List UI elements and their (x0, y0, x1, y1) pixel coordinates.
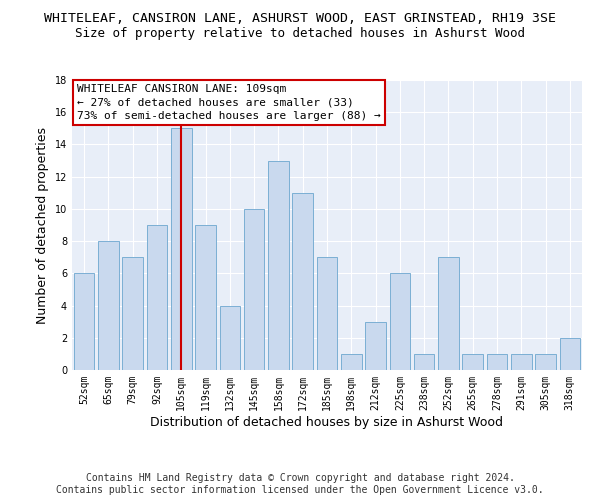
Bar (511, 354, 532, 370)
X-axis label: Distribution of detached houses by size in Ashurst Wood: Distribution of detached houses by size … (151, 416, 503, 428)
Bar (244, 209, 265, 370)
Bar (122, 257, 143, 370)
Bar (98, 241, 119, 370)
Bar (195, 225, 216, 370)
Bar (292, 193, 313, 370)
Text: Size of property relative to detached houses in Ashurst Wood: Size of property relative to detached ho… (75, 28, 525, 40)
Bar (389, 274, 410, 370)
Bar (317, 257, 337, 370)
Bar (535, 354, 556, 370)
Text: WHITELEAF CANSIRON LANE: 109sqm
← 27% of detached houses are smaller (33)
73% of: WHITELEAF CANSIRON LANE: 109sqm ← 27% of… (77, 84, 381, 120)
Bar (560, 338, 580, 370)
Bar (341, 354, 362, 370)
Bar (414, 354, 434, 370)
Bar (487, 354, 508, 370)
Y-axis label: Number of detached properties: Number of detached properties (36, 126, 49, 324)
Bar (268, 160, 289, 370)
Text: WHITELEAF, CANSIRON LANE, ASHURST WOOD, EAST GRINSTEAD, RH19 3SE: WHITELEAF, CANSIRON LANE, ASHURST WOOD, … (44, 12, 556, 26)
Bar (438, 257, 459, 370)
Bar (146, 225, 167, 370)
Text: Contains HM Land Registry data © Crown copyright and database right 2024.
Contai: Contains HM Land Registry data © Crown c… (56, 474, 544, 495)
Bar (365, 322, 386, 370)
Bar (171, 128, 191, 370)
Bar (463, 354, 483, 370)
Bar (74, 274, 94, 370)
Bar (220, 306, 240, 370)
